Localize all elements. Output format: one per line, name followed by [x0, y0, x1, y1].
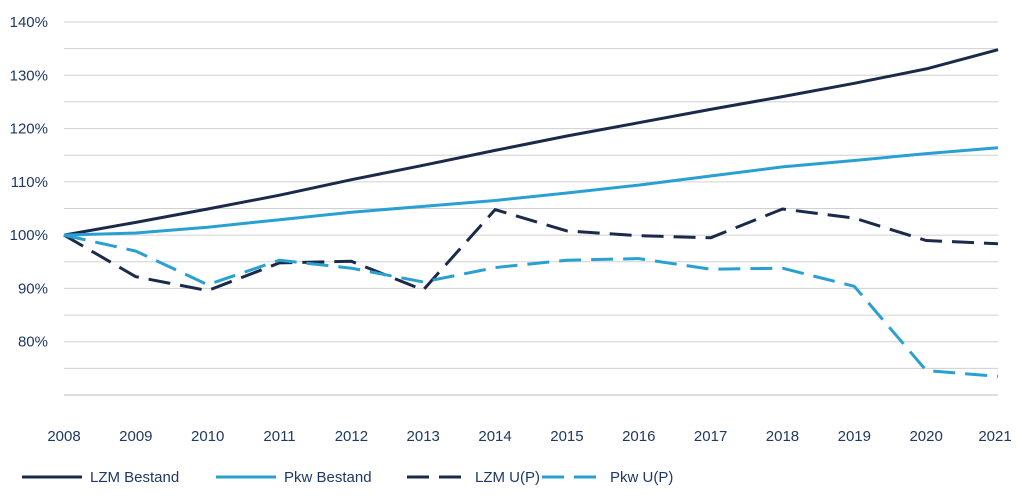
legend-label: Pkw Bestand: [284, 469, 372, 486]
series-lines: [63, 48, 999, 378]
gridlines: [64, 21, 998, 369]
series-line-pkw-bestand: [63, 146, 999, 237]
x-tick-label: 2019: [838, 428, 871, 445]
x-tick-label: 2013: [407, 428, 440, 445]
x-axis-ticks: 2008 2009 2010 2011 2012 2013 2014 2015 2016 2017…: [47, 428, 1011, 445]
series-line-lzm-u-p: [63, 207, 999, 293]
y-tick-label: 80%: [18, 334, 48, 351]
x-tick-label: 2009: [119, 428, 152, 445]
x-tick-label: 2010: [191, 428, 224, 445]
legend-label: LZM Bestand: [90, 469, 179, 486]
x-tick-label: 2021: [978, 428, 1011, 445]
x-tick-label: 2016: [622, 428, 655, 445]
y-tick-label: 140%: [10, 14, 48, 31]
series-line-lzm-bestand: [63, 48, 999, 237]
x-tick-label: 2012: [335, 428, 368, 445]
y-tick-label: 100%: [10, 227, 48, 244]
x-tick-label: 2014: [478, 428, 511, 445]
series-line-pkw-u-p: [63, 233, 999, 378]
legend-label: Pkw U(P): [610, 469, 673, 486]
y-tick-label: 130%: [10, 67, 48, 84]
y-tick-label: 110%: [11, 174, 48, 191]
y-tick-label: 90%: [18, 280, 48, 297]
x-tick-label: 2018: [766, 428, 799, 445]
x-tick-label: 2020: [909, 428, 942, 445]
y-tick-label: 120%: [10, 121, 48, 138]
x-tick-label: 2015: [550, 428, 583, 445]
x-tick-label: 2011: [263, 428, 295, 445]
x-tick-label: 2017: [694, 428, 727, 445]
x-tick-label: 2008: [47, 428, 80, 445]
legend: LZM Bestand Pkw Bestand LZM U(P) Pkw U(P): [22, 469, 673, 486]
legend-label: LZM U(P): [475, 469, 540, 486]
y-axis-ticks: 80% 90% 100% 110% 120% 130% 140%: [10, 14, 48, 351]
